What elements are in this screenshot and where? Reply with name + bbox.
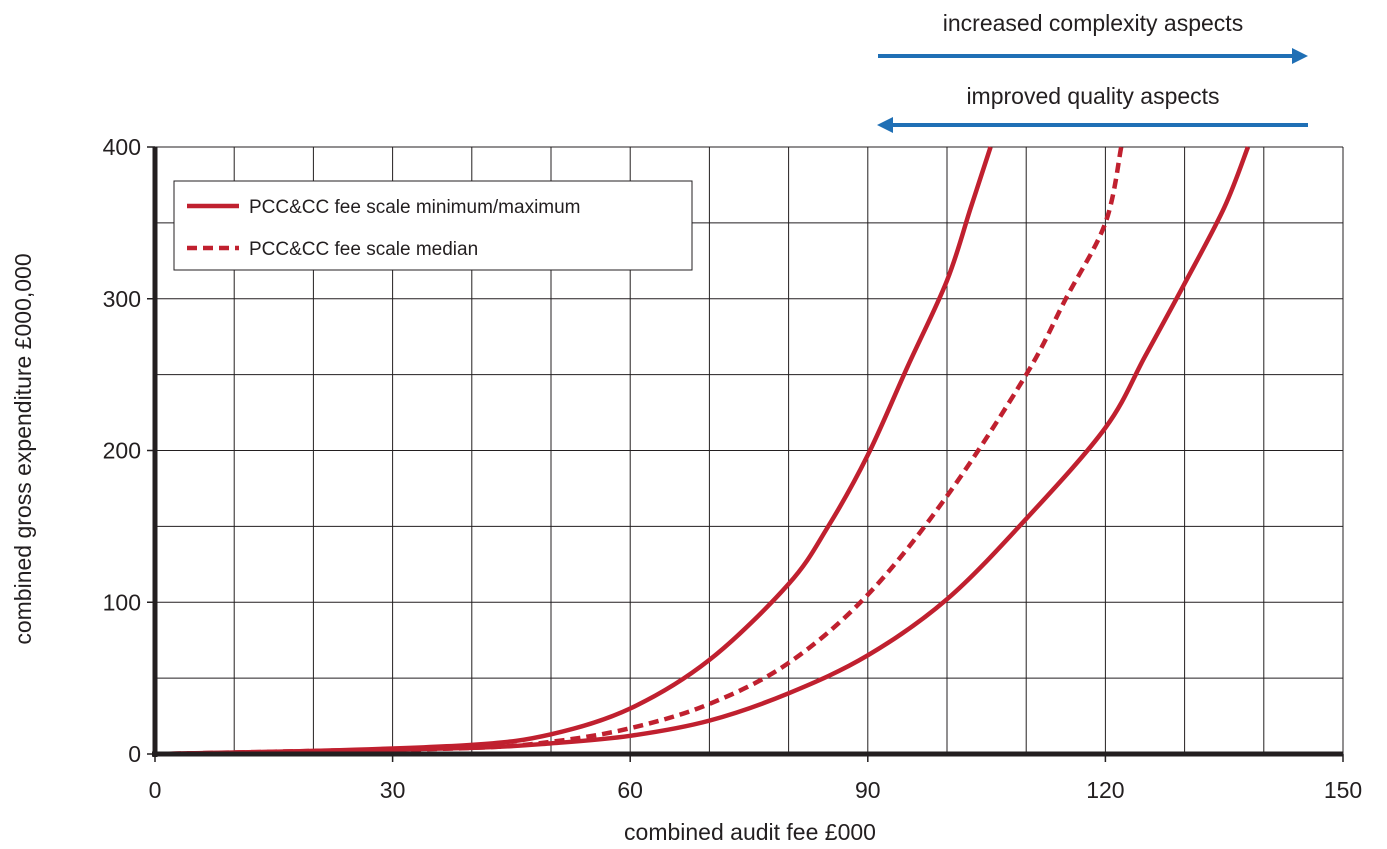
annotations: increased complexity aspects improved qu… [877, 10, 1308, 133]
x-tick-label: 120 [1086, 777, 1124, 803]
y-tick-label: 0 [128, 741, 141, 767]
y-tick-label: 300 [103, 286, 141, 312]
legend-label-median: PCC&CC fee scale median [249, 239, 478, 260]
series-line-minimum [154, 146, 1251, 757]
x-tick-label: 150 [1324, 777, 1362, 803]
axes [152, 147, 1343, 757]
legend-box [173, 180, 693, 271]
y-axis-title: combined gross expenditure £000,000 [10, 253, 36, 644]
left-arrow-icon [877, 117, 893, 133]
x-tick-label: 0 [149, 777, 162, 803]
y-tick-label: 100 [103, 589, 141, 615]
tick-labels: 0 30 60 90 120 150 0 100 200 300 400 [103, 134, 1363, 803]
x-tick-label: 30 [380, 777, 406, 803]
x-tick-label: 60 [617, 777, 643, 803]
legend-label-min-max: PCC&CC fee scale minimum/maximum [249, 197, 581, 218]
right-arrow-icon [1292, 48, 1308, 64]
x-axis-title: combined audit fee £000 [624, 819, 876, 845]
series-layer [154, 146, 1251, 757]
x-tick-label: 90 [855, 777, 881, 803]
annotation-complexity-text: increased complexity aspects [943, 10, 1243, 36]
annotation-quality-text: improved quality aspects [966, 83, 1219, 109]
y-tick-label: 200 [103, 438, 141, 464]
y-tick-label: 400 [103, 134, 141, 160]
legend: PCC&CC fee scale minimum/maximum PCC&CC … [173, 180, 693, 271]
